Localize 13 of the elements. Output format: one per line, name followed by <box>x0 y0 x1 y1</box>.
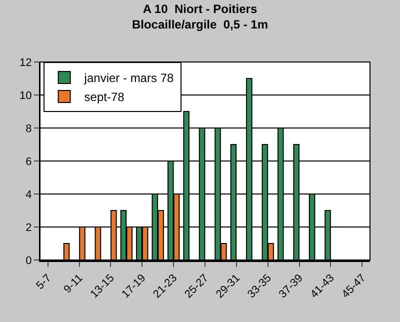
y-tick-label: 2 <box>26 222 32 234</box>
y-tick-label: 0 <box>26 254 32 267</box>
chart-title: A 10 Niort - Poitiers <box>142 2 258 16</box>
y-tick-label: 12 <box>20 56 32 69</box>
legend-label: janvier - mars 78 <box>83 71 174 86</box>
legend-label: sept-78 <box>84 90 125 104</box>
y-tick-label: 4 <box>26 188 32 201</box>
chart-subtitle: Blocaille/argile 0,5 - 1m <box>132 17 268 32</box>
x-tick-label: 5-7 <box>34 272 54 292</box>
x-tick-label: 9-11 <box>62 272 86 296</box>
y-tick-label: 8 <box>26 122 32 135</box>
y-tick-label: 6 <box>26 156 32 168</box>
y-tick-label: 10 <box>20 90 32 102</box>
